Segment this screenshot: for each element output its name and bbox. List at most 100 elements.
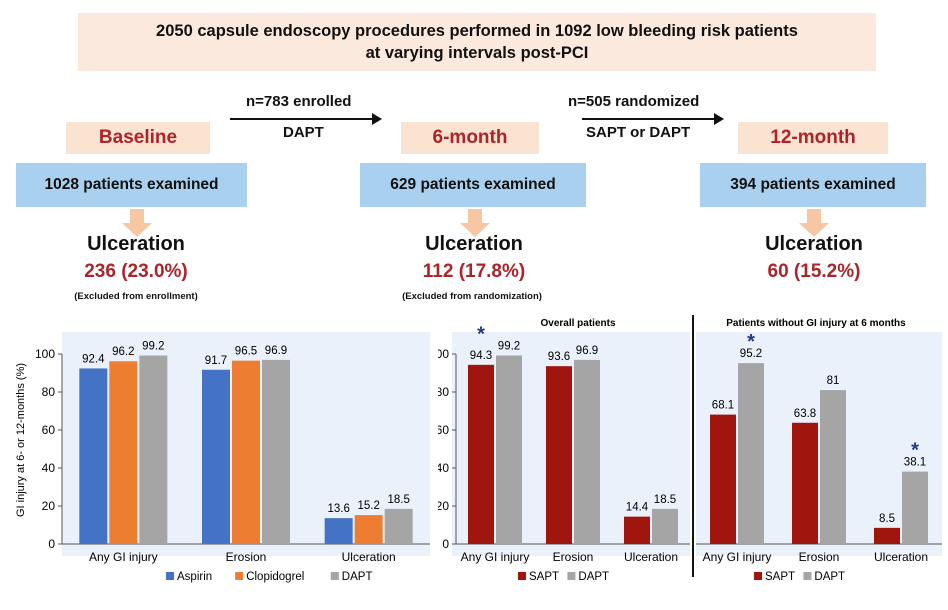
data-label: 96.9 — [576, 345, 598, 357]
legend-swatch — [166, 572, 174, 580]
data-label: 18.5 — [387, 494, 409, 506]
legend-swatch — [803, 572, 812, 580]
arrow2 — [582, 113, 724, 125]
x-tick-label: Any GI injury — [89, 550, 158, 564]
bar-aspirin — [324, 518, 353, 544]
x-tick-label: Ulceration — [874, 550, 928, 564]
stage-6month-ulceration-value: 112 (17.8%) — [422, 261, 526, 282]
bar-dapt — [574, 359, 600, 544]
y-tick-label: 100 — [438, 347, 449, 361]
legend-label: SAPT — [765, 571, 795, 583]
panel-divider — [692, 315, 694, 577]
data-label: 96.5 — [235, 346, 257, 358]
data-label: 91.7 — [205, 355, 227, 367]
bar-clopidogrel — [109, 361, 138, 544]
bar-dapt — [496, 355, 522, 544]
data-label: 96.2 — [112, 346, 134, 358]
x-tick-label: Ulceration — [624, 550, 678, 564]
data-label: 63.8 — [794, 408, 816, 420]
bar-dapt — [820, 390, 846, 544]
legend-swatch — [754, 572, 762, 580]
data-label: 13.6 — [327, 503, 349, 515]
bar-aspirin — [79, 368, 108, 544]
down-arrow-icon — [460, 209, 490, 237]
x-tick-label: Erosion — [799, 550, 840, 564]
chart3-title: Patients without GI injury at 6 months — [726, 318, 906, 329]
y-tick-label: 20 — [438, 499, 449, 513]
data-label: 94.3 — [470, 350, 492, 362]
bar-dapt — [384, 508, 413, 544]
y-tick-label: 60 — [438, 423, 449, 437]
figure-title: 2050 capsule endoscopy procedures perfor… — [78, 13, 876, 71]
arrow2-top-label: n=505 randomized — [568, 93, 700, 110]
x-tick-label: Erosion — [226, 550, 267, 564]
legend-label: DAPT — [814, 571, 845, 583]
chart-drug-comparison: GI injury at 6- or 12-months (%) 0 20 40 60… — [15, 332, 430, 583]
y-tick-label: 0 — [48, 537, 55, 551]
y-tick-label: 0 — [442, 537, 449, 551]
y-tick-label: 80 — [438, 385, 449, 399]
legend-label: DAPT — [342, 571, 373, 583]
bar-clopidogrel — [354, 515, 383, 544]
arrow1-top-label: n=783 enrolled — [246, 93, 352, 110]
chart-overall-patients: Overall patients 0 20 40 60 80 100 Any GI inju… — [438, 318, 690, 583]
down-arrow-icon — [799, 209, 829, 237]
x-tick-label: Any GI injury — [703, 550, 772, 564]
stage-12month-label: 12-month — [738, 122, 888, 154]
chart-without-gi-injury: Patients without GI injury at 6 months A… — [696, 318, 942, 583]
data-label: 96.9 — [265, 345, 287, 357]
data-label: 18.5 — [654, 494, 676, 506]
data-label: 93.6 — [548, 351, 570, 363]
bar-dapt — [652, 508, 678, 544]
significance-star: * — [477, 324, 485, 346]
x-tick-label: Any GI injury — [461, 550, 530, 564]
bar-sapt — [468, 364, 494, 544]
figure-title-line1: 2050 capsule endoscopy procedures perfor… — [156, 22, 798, 40]
data-label: 95.2 — [740, 348, 762, 360]
y-tick-label: 60 — [42, 423, 56, 437]
stage-6month-examined: 629 patients examined — [360, 163, 586, 207]
stage-baseline-examined: 1028 patients examined — [16, 163, 247, 207]
data-label: 8.5 — [879, 513, 895, 525]
data-label: 92.4 — [82, 353, 105, 365]
legend-swatch — [330, 572, 339, 580]
figure-title-line2: at varying intervals post-PCI — [365, 44, 589, 62]
legend-label: Clopidogrel — [246, 571, 304, 583]
data-label: 68.1 — [712, 400, 734, 412]
chart1-ylabel: GI injury at 6- or 12-months (%) — [15, 363, 27, 517]
bar-dapt — [262, 359, 290, 544]
bar-sapt — [710, 414, 736, 544]
y-tick-label: 20 — [42, 499, 56, 513]
stage-6month-ulceration-title: Ulceration — [425, 233, 523, 255]
legend-label: DAPT — [578, 571, 609, 583]
data-label: 15.2 — [357, 500, 379, 512]
legend-swatch — [518, 572, 526, 580]
bar-sapt — [874, 527, 900, 544]
data-label: 99.2 — [142, 341, 164, 353]
down-arrow-icon — [122, 209, 152, 237]
data-label: 99.2 — [498, 341, 520, 353]
y-tick-label: 80 — [42, 385, 56, 399]
x-tick-label: Ulceration — [342, 550, 396, 564]
data-label: 81 — [827, 375, 840, 387]
stage-12month-ulceration-value: 60 (15.2%) — [767, 261, 861, 282]
arrow2-bottom-label: SAPT or DAPT — [586, 124, 691, 141]
legend-swatch — [235, 572, 244, 580]
legend-label: Aspirin — [177, 571, 212, 583]
bar-sapt — [792, 422, 818, 544]
bar-dapt — [902, 471, 928, 544]
stage-12month-ulceration-title: Ulceration — [765, 233, 863, 255]
y-tick-label: 100 — [35, 347, 55, 361]
bar-aspirin — [202, 369, 230, 544]
legend-label: SAPT — [529, 571, 559, 583]
stage-baseline-note: (Excluded from enrollment) — [74, 291, 198, 302]
legend-swatch — [567, 572, 576, 580]
bar-dapt — [738, 363, 764, 544]
data-label: 14.4 — [626, 502, 649, 514]
bar-clopidogrel — [232, 360, 260, 544]
y-tick-label: 40 — [42, 461, 56, 475]
stage-baseline-label: Baseline — [66, 122, 210, 154]
stage-baseline-ulceration-value: 236 (23.0%) — [84, 261, 188, 282]
stage-6month-note: (Excluded from randomization) — [402, 291, 542, 302]
bar-sapt — [624, 516, 650, 544]
